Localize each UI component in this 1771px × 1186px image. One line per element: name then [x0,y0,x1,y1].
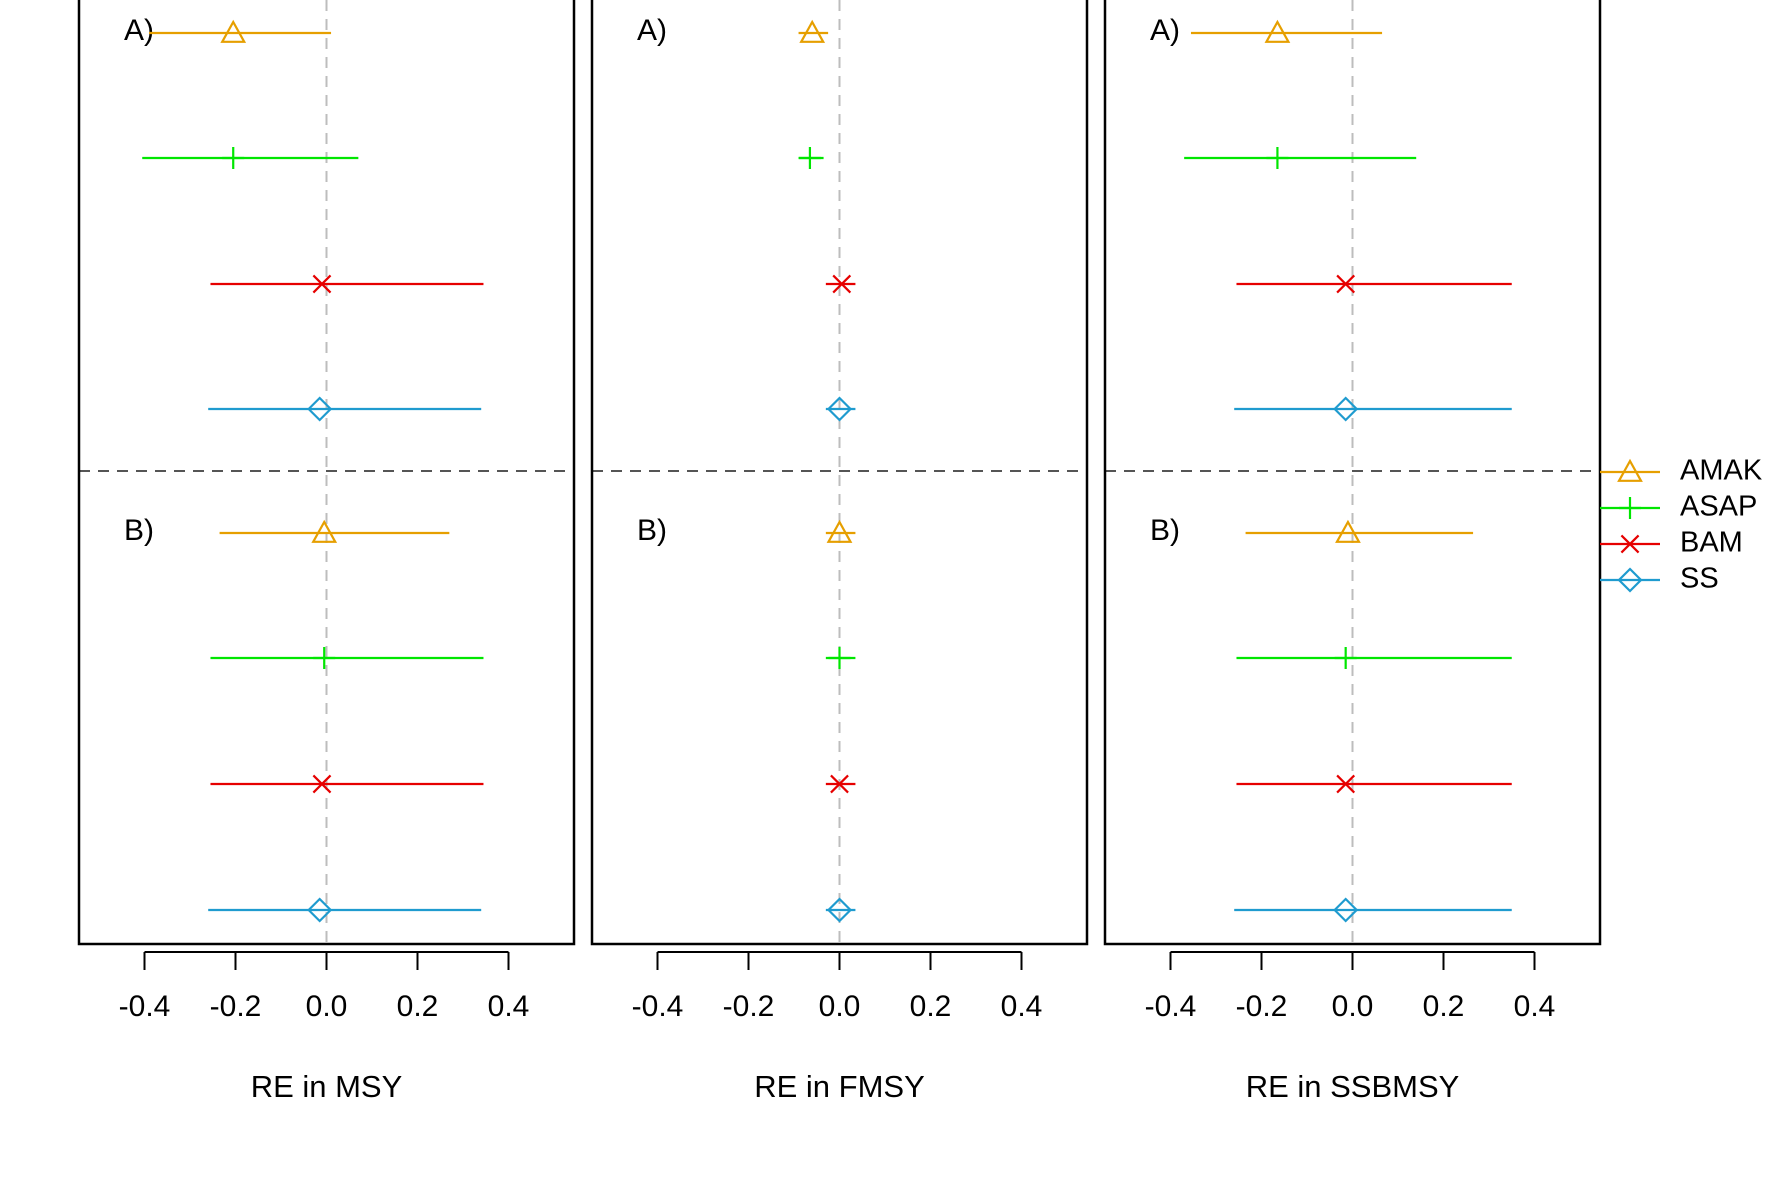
x-tick-label: -0.4 [119,990,171,1023]
x-tick-label: 0.2 [397,990,439,1023]
panel-3: A) B) -0.4 -0.2 0.0 0.2 0.4 RE in SSBMSY [1103,0,1602,1104]
row-bam [825,774,856,794]
group-label: A) [637,14,667,47]
row-amak [825,519,856,543]
estimate-diamond-marker [1333,897,1359,923]
estimate-diamond-marker [826,396,853,422]
legend: AMAK ASAP BAM SS [1600,455,1763,595]
estimate-cross-marker [832,274,852,294]
legend-item-amak: AMAK [1600,455,1763,487]
row-amak [1245,519,1474,543]
x-tick-label: 0.0 [819,990,861,1023]
legend-item-bam: BAM [1600,527,1743,559]
x-tick-label: 0.4 [1514,990,1556,1023]
group-label: B) [637,514,667,547]
row-amak [1190,19,1383,43]
group-label: B) [124,514,154,547]
row-asap [1236,647,1512,669]
row-bam [825,274,856,294]
x-tick-label: -0.2 [210,990,262,1023]
x-axis-label: RE in SSBMSY [1246,1069,1460,1104]
row-asap [142,147,359,169]
x-tick-label: 0.0 [1332,990,1374,1023]
legend-item-ss: SS [1600,563,1719,595]
estimate-cross-marker-b [830,774,849,794]
row-bam [210,774,484,794]
estimate-cross-marker [312,274,332,294]
estimate-cross-marker-b [832,274,852,294]
legend-label: BAM [1680,527,1743,559]
row-bam [210,274,484,294]
estimate-triangle-marker [1264,19,1291,43]
estimate-plus-marker [798,147,821,169]
group-label: A) [1150,14,1180,47]
estimate-diamond-marker [826,897,853,923]
estimate-cross-marker [312,774,332,794]
estimate-cross-marker [1336,274,1356,294]
panel-2: A) B) -0.4 -0.2 0.0 0.2 0.4 RE in FMSY [590,0,1089,1104]
row-asap [1184,147,1417,169]
estimate-cross-marker-b [1336,274,1356,294]
row-bam [1236,774,1512,794]
estimate-triangle-marker [826,519,853,543]
estimate-triangle-marker [1335,519,1361,543]
x-tick-label: -0.4 [632,990,684,1023]
row-asap [825,647,856,669]
row-asap [798,147,824,169]
legend-plus-marker [1619,497,1641,519]
legend-cross-marker-b [1620,534,1640,554]
x-tick-label: 0.4 [488,990,530,1023]
estimate-plus-marker [1334,647,1357,669]
estimate-diamond-marker [307,396,333,422]
row-ss [208,897,482,923]
estimate-triangle-marker [311,519,338,543]
x-tick-label: 0.4 [1001,990,1043,1023]
group-label: B) [1150,514,1180,547]
row-ss [825,396,856,422]
estimate-cross-marker [830,774,849,794]
panel-1: A) B) -0.4 -0.2 0.0 0.2 0.4 RE in MSY [77,0,576,1104]
x-axis-label: RE in FMSY [754,1069,925,1104]
row-asap [210,647,484,669]
row-bam [1236,274,1512,294]
estimate-cross-marker-b [312,774,332,794]
estimate-cross-marker [1336,774,1356,794]
estimate-diamond-marker [307,897,333,923]
legend-label: ASAP [1680,491,1757,523]
x-tick-label: 0.2 [1423,990,1465,1023]
estimate-plus-marker [1266,147,1289,169]
x-tick-label: -0.2 [723,990,775,1023]
legend-item-asap: ASAP [1600,491,1757,523]
row-ss [1234,897,1512,923]
x-tick-label: 0.0 [306,990,348,1023]
row-ss [208,396,482,422]
panel-frame [77,0,576,946]
legend-diamond-marker [1617,567,1643,593]
estimate-plus-marker [313,647,336,669]
row-ss [825,897,856,923]
row-amak [219,519,450,543]
legend-cross-marker [1620,534,1640,554]
legend-triangle-marker [1617,458,1643,482]
estimate-plus-marker [828,647,851,669]
x-axis-label: RE in MSY [251,1069,403,1104]
estimate-diamond-marker [1333,396,1359,422]
panel-frame [590,0,1089,946]
x-tick-label: -0.2 [1236,990,1288,1023]
estimate-triangle-marker [799,19,826,43]
estimate-triangle-marker [220,19,247,43]
group-label: A) [124,14,154,47]
row-amak [149,19,332,43]
row-amak [798,19,829,43]
estimate-cross-marker-b [1336,774,1356,794]
estimate-plus-marker [222,147,245,169]
legend-label: AMAK [1680,455,1763,487]
x-tick-label: -0.4 [1145,990,1197,1023]
row-ss [1234,396,1512,422]
x-tick-label: 0.2 [910,990,952,1023]
legend-label: SS [1680,563,1719,595]
estimate-cross-marker-b [312,274,332,294]
